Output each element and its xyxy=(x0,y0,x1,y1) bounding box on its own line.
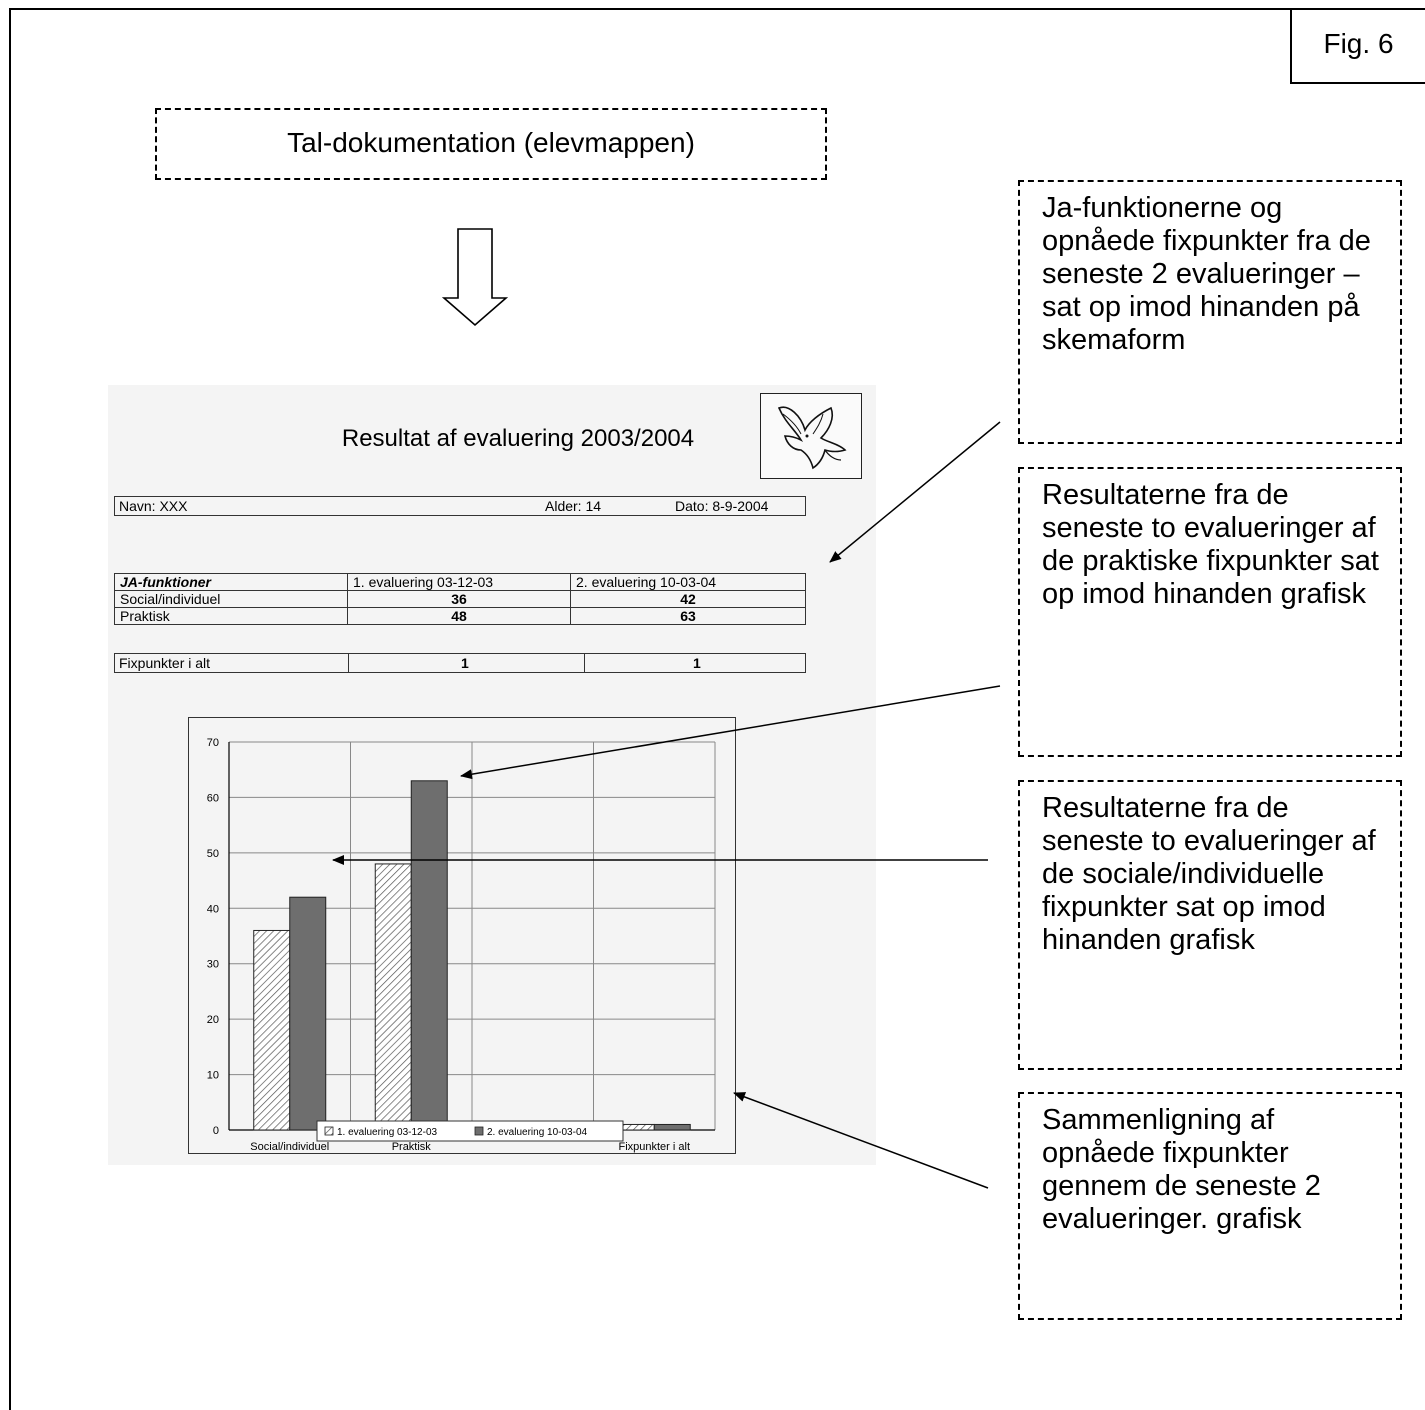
bar xyxy=(653,1123,691,1131)
x-tick-label: Praktisk xyxy=(392,1141,432,1153)
y-tick-label: 30 xyxy=(207,959,219,971)
y-tick-label: 50 xyxy=(207,848,219,860)
bar xyxy=(253,929,291,1131)
bar-chart: 0 10 20 30 40 50 60 70 Social/individuel Praktisk… xyxy=(207,737,716,1153)
legend-label: 1. evaluering 03-12-03 xyxy=(337,1127,438,1138)
y-tick-label: 20 xyxy=(207,1014,219,1026)
table-cell: Praktisk xyxy=(114,607,348,625)
arrow-to-table xyxy=(829,421,1001,563)
legend-label: 2. evaluering 10-03-04 xyxy=(487,1127,588,1138)
fix-label: Fixpunkter i alt xyxy=(119,655,211,671)
name-field: Navn: XXX xyxy=(119,498,188,514)
x-tick-label: Fixpunkter i alt xyxy=(618,1141,690,1153)
ja-table: JA-funktioner 1. evaluering 03-12-03 2. … xyxy=(114,573,806,625)
divider xyxy=(348,654,349,672)
y-tick-label: 70 xyxy=(207,737,219,749)
table-header-cell: JA-funktioner xyxy=(114,573,348,591)
arrow-to-practical xyxy=(460,685,1001,780)
dove-logo xyxy=(760,393,862,479)
legend-box xyxy=(316,1120,624,1142)
legend-swatch xyxy=(324,1126,334,1136)
fixpoints-bar: Fixpunkter i alt 1 1 xyxy=(114,653,806,673)
header-box: Tal-dokumentation (elevmappen) xyxy=(155,108,827,180)
note-practical: Resultaterne fra de seneste to evaluerin… xyxy=(1018,467,1402,757)
name-bar: Navn: XXX Alder: 14 Dato: 8-9-2004 xyxy=(114,496,806,516)
figure-frame xyxy=(9,8,1425,1410)
table-row: Social/individuel 36 42 xyxy=(114,590,806,608)
figure-label: Fig. 6 xyxy=(1290,8,1425,84)
bar xyxy=(289,896,327,1131)
y-tick-label: 40 xyxy=(207,903,219,915)
note-fixpoints: Sammenligning af opnåede fixpunkter genn… xyxy=(1018,1092,1402,1320)
report-title: Resultat af evaluering 2003/2004 xyxy=(341,425,695,452)
y-tick-label: 60 xyxy=(207,792,219,804)
age-field: Alder: 14 xyxy=(545,498,602,514)
legend-swatch xyxy=(474,1126,484,1136)
down-arrow-icon xyxy=(441,228,509,327)
y-tick-label: 0 xyxy=(213,1125,219,1137)
scanned-report: Resultat af evaluering 2003/2004 Navn: X… xyxy=(108,385,876,1165)
dove-icon xyxy=(777,406,847,470)
chart-container: 0 10 20 30 40 50 60 70 Social/individuel Praktisk… xyxy=(188,717,736,1154)
divider xyxy=(584,654,585,672)
note-social: Resultaterne fra de seneste to evaluerin… xyxy=(1018,780,1402,1070)
fix-value-2: 1 xyxy=(693,655,701,671)
table-cell: 48 xyxy=(347,607,571,625)
date-field: Dato: 8-9-2004 xyxy=(675,498,769,514)
note-table: Ja-funktionerne og opnåede fixpunkter fr… xyxy=(1018,180,1402,444)
table-cell: Social/individuel xyxy=(114,590,348,608)
fix-value-1: 1 xyxy=(461,655,469,671)
arrow-to-fixpoints xyxy=(733,1092,989,1189)
table-cell: 63 xyxy=(570,607,806,625)
table-row: Praktisk 48 63 xyxy=(114,607,806,625)
x-tick-label: Social/individuel xyxy=(250,1141,329,1153)
y-tick-label: 10 xyxy=(207,1070,219,1082)
